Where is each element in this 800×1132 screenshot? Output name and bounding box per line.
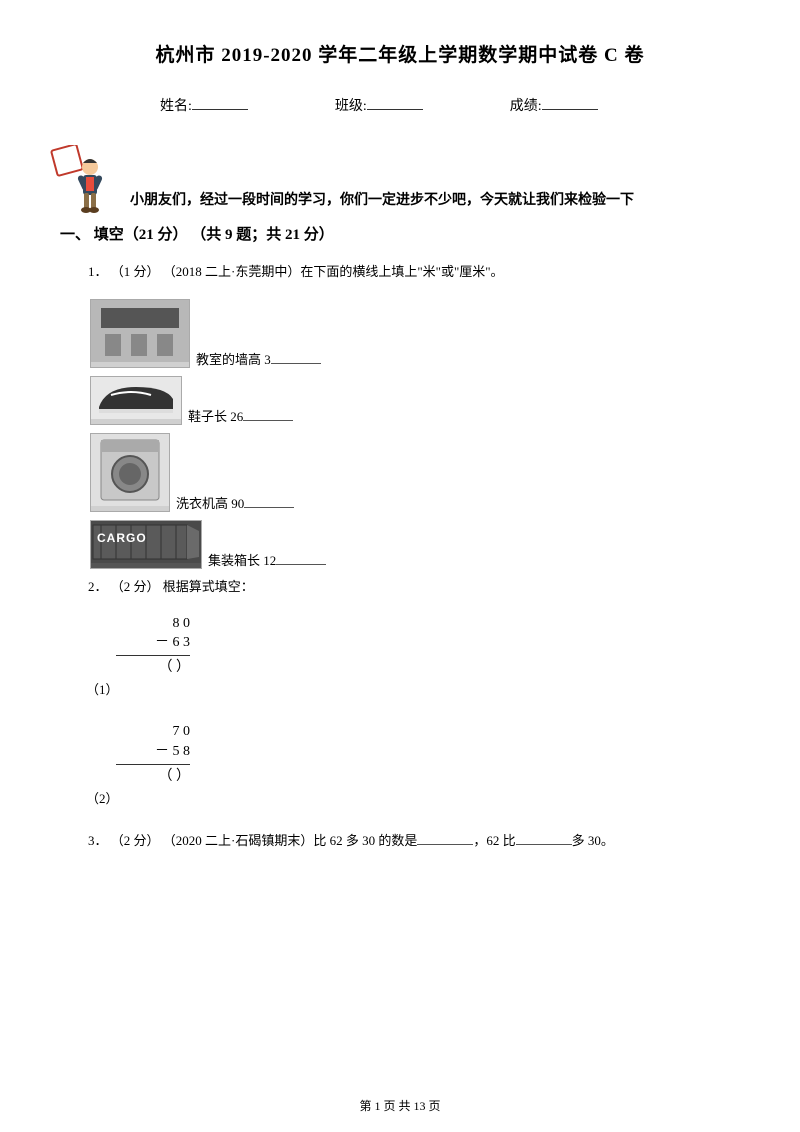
fill-blank[interactable] bbox=[244, 496, 294, 508]
q1-item-3: 洗衣机高 90 bbox=[90, 433, 740, 512]
section-1-heading: 一、 填空（21 分） （共 9 题；共 21 分） bbox=[60, 223, 740, 244]
calc-minus: － 6 3 bbox=[116, 633, 190, 653]
fill-blank[interactable] bbox=[516, 833, 572, 845]
calc-top: 7 0 bbox=[116, 722, 190, 742]
cargo-image: CARGO bbox=[90, 520, 202, 569]
score-blank[interactable] bbox=[542, 96, 598, 110]
classroom-image bbox=[90, 299, 190, 368]
q1-item-4: CARGO 集装箱长 12 bbox=[90, 520, 740, 569]
class-blank[interactable] bbox=[367, 96, 423, 110]
mascot-icon bbox=[50, 145, 120, 215]
name-blank[interactable] bbox=[192, 96, 248, 110]
q1-item-2: 鞋子长 26 bbox=[90, 376, 740, 425]
calc-minus: － 5 8 bbox=[116, 742, 190, 762]
q1-item-1: 教室的墙高 3 bbox=[90, 299, 740, 368]
class-label: 班级: bbox=[335, 95, 367, 115]
shoe-image bbox=[90, 376, 182, 425]
q1-caption-2: 鞋子长 26 bbox=[188, 406, 293, 425]
fill-blank[interactable] bbox=[243, 409, 293, 421]
calc-result[interactable]: （ ） bbox=[116, 655, 190, 678]
question-3: 3． （2 分） （2020 二上·石碣镇期末）比 62 多 30 的数是 ，62… bbox=[60, 831, 740, 852]
fill-blank[interactable] bbox=[417, 833, 473, 845]
page-footer: 第 1 页 共 13 页 bbox=[0, 1097, 800, 1114]
question-1: 1． （1 分） （2018 二上·东莞期中）在下面的横线上填上"米"或"厘米"… bbox=[60, 262, 740, 283]
q1-caption-1: 教室的墙高 3 bbox=[196, 349, 321, 368]
q1-text: 1． （1 分） （2018 二上·东莞期中）在下面的横线上填上"米"或"厘米"… bbox=[88, 262, 740, 283]
calc-result[interactable]: （ ） bbox=[116, 764, 190, 787]
calc-top: 8 0 bbox=[116, 614, 190, 634]
sub-label-2: （2） bbox=[86, 788, 119, 807]
intro-row: 小朋友们，经过一段时间的学习，你们一定进步不少吧，今天就让我们来检验一下 bbox=[60, 145, 740, 215]
score-label: 成绩: bbox=[510, 95, 542, 115]
name-label: 姓名: bbox=[160, 95, 192, 115]
sub-label-1: （1） bbox=[86, 679, 119, 698]
student-info-line: 姓名: 班级: 成绩: bbox=[60, 95, 740, 115]
fill-blank[interactable] bbox=[271, 352, 321, 364]
fill-blank[interactable] bbox=[276, 553, 326, 565]
q2-calc-2: 7 0 － 5 8 （ ） （2） bbox=[116, 722, 740, 807]
q3-text-a: 3． （2 分） （2020 二上·石碣镇期末）比 62 多 30 的数是 bbox=[88, 833, 417, 848]
q1-caption-4: 集装箱长 12 bbox=[208, 550, 326, 569]
q1-caption-3: 洗衣机高 90 bbox=[176, 493, 294, 512]
q3-text-c: 多 30。 bbox=[572, 833, 614, 848]
intro-text: 小朋友们，经过一段时间的学习，你们一定进步不少吧，今天就让我们来检验一下 bbox=[130, 189, 634, 215]
cargo-label: CARGO bbox=[97, 531, 147, 545]
q3-text-b: ，62 比 bbox=[473, 833, 515, 848]
washer-image bbox=[90, 433, 170, 512]
page-title: 杭州市 2019-2020 学年二年级上学期数学期中试卷 C 卷 bbox=[60, 40, 740, 67]
question-2: 2． （2 分） 根据算式填空： bbox=[60, 577, 740, 598]
q2-text: 2． （2 分） 根据算式填空： bbox=[88, 577, 740, 598]
q2-calc-1: 8 0 － 6 3 （ ） （1） bbox=[116, 614, 740, 699]
